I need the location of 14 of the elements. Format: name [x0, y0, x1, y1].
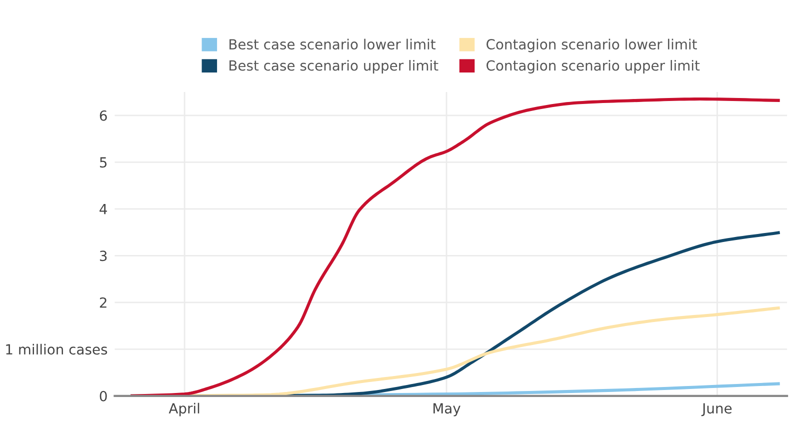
x-tick-label: May	[434, 403, 460, 416]
x-tick-label: June	[701, 403, 732, 416]
y-tick-label: 1 million cases	[6, 344, 108, 355]
y-tick-label: 4	[100, 204, 107, 214]
y-tick-label: 6	[100, 110, 107, 121]
legend-label: Contagion scenario upper limit	[486, 60, 700, 74]
y-tick-label: 3	[100, 250, 107, 262]
y-tick-label: 0	[100, 390, 107, 402]
legend-label: Best case scenario upper limit	[230, 60, 438, 74]
legend-label: Contagion scenario lower limit	[486, 38, 697, 52]
x-tick-label: April	[168, 402, 200, 416]
y-tick-label: 2	[100, 297, 106, 308]
legend-label: Best case scenario lower limit	[230, 38, 436, 50]
y-tick-label: 5	[100, 157, 107, 168]
